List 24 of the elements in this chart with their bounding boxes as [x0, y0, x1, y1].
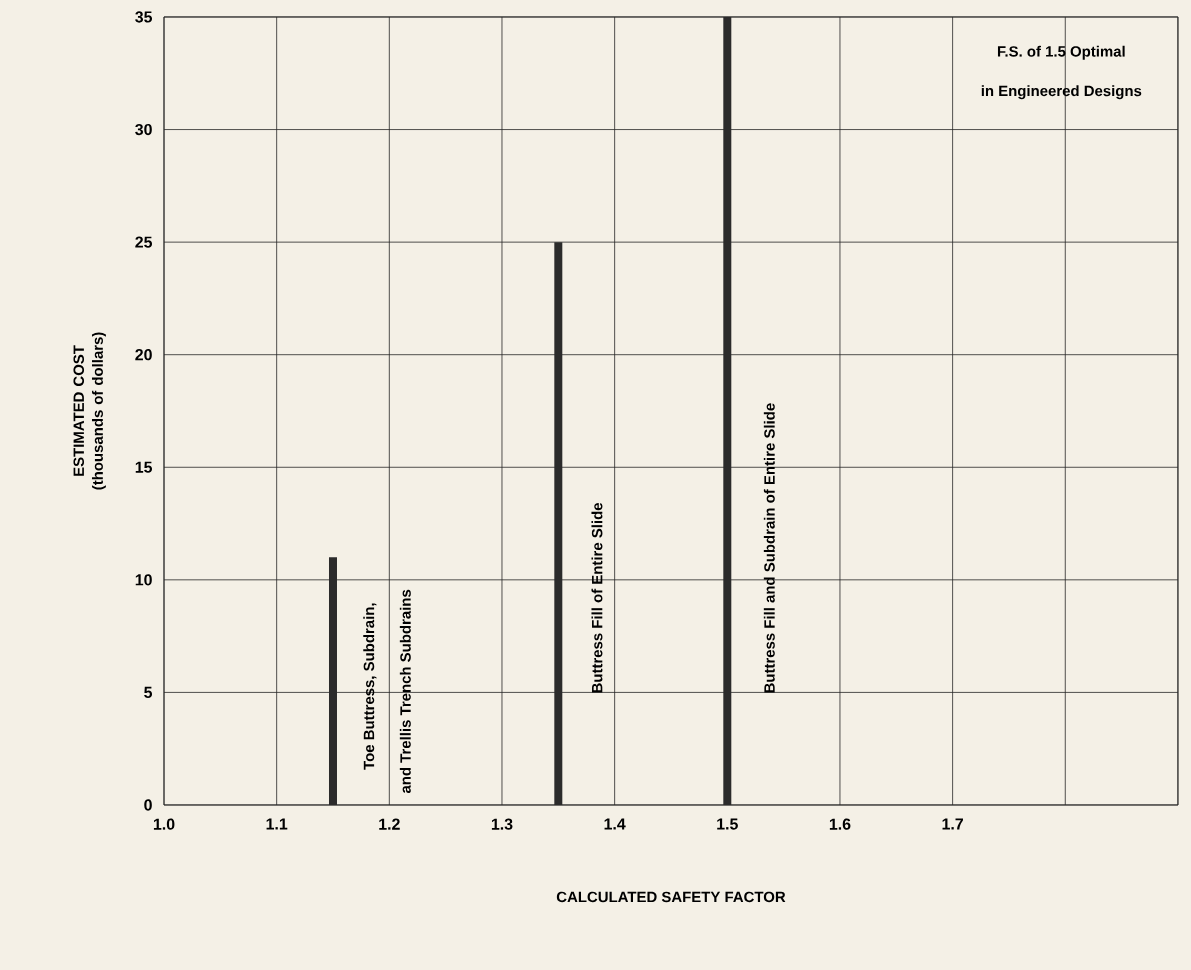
y-tick-label: 25: [135, 236, 153, 248]
x-tick-label: 1.1: [266, 818, 288, 830]
annotation: and Trellis Trench Subdrains: [399, 589, 411, 794]
x-tick-label: 1.4: [604, 818, 626, 830]
annotation: Buttress Fill and Subdrain of Entire Slide: [763, 403, 775, 693]
y-axis-title: ESTIMATED COST (thousands of dollars): [73, 332, 106, 490]
y-tick-label: 35: [135, 11, 153, 23]
y-tick-label: 10: [135, 574, 152, 586]
x-tick-label: 1.7: [942, 818, 963, 830]
x-tick-label: 1.6: [829, 818, 851, 830]
annotation: in Engineered Designs: [981, 85, 1142, 100]
x-tick-label: 1.2: [379, 818, 400, 830]
y-tick-label: 0: [144, 799, 152, 811]
annotation: Buttress Fill of Entire Slide: [591, 503, 603, 693]
y-tick-label: 5: [144, 686, 153, 698]
y-tick-label: 20: [135, 349, 152, 361]
annotation: Toe Buttress, Subdrain,: [363, 603, 377, 770]
x-axis-title: CALCULATED SAFETY FACTOR: [556, 891, 786, 903]
y-tick-label: 15: [135, 461, 153, 473]
annotation: F.S. of 1.5 Optimal: [997, 45, 1125, 60]
x-tick-label: 1.3: [491, 818, 513, 830]
x-tick-label: 1.5: [717, 818, 738, 830]
x-tick-label: 1.0: [153, 818, 175, 830]
y-tick-label: 30: [135, 123, 152, 136]
